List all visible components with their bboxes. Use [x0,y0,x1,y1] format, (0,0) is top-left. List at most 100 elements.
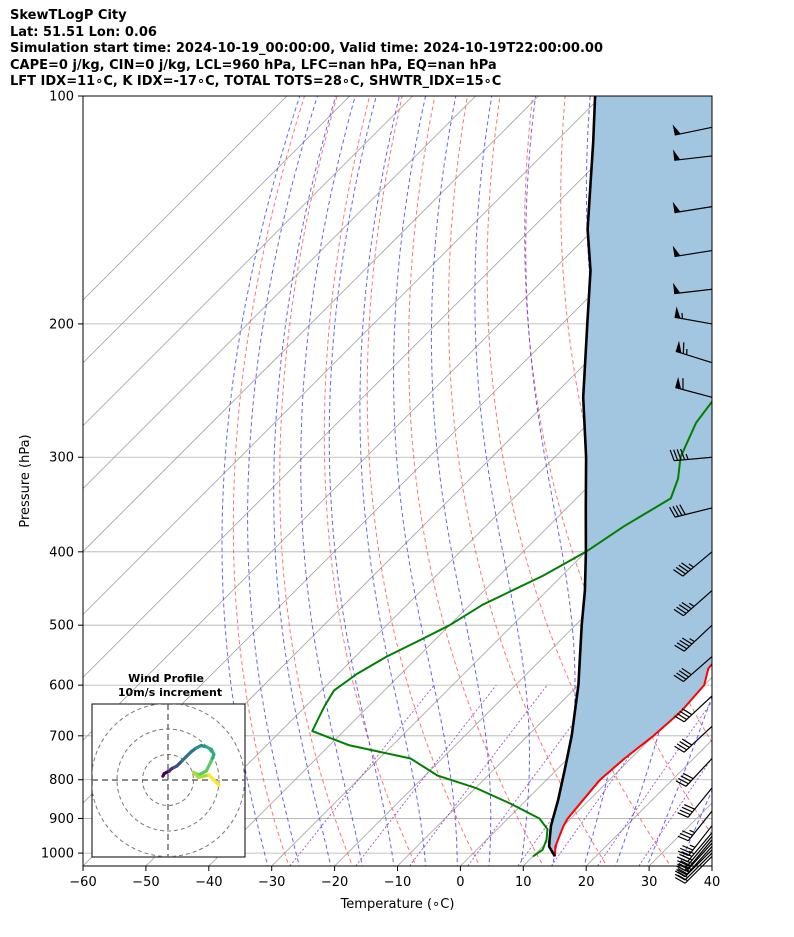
hodograph-title: Wind Profile [128,672,204,685]
wind-barb [669,504,713,518]
mixing-ratio-line [638,757,712,866]
x-tick-label: 30 [641,875,658,890]
wind-barb [672,282,713,295]
hodograph-segment [212,778,221,787]
y-tick-label: 900 [49,812,74,827]
moist-adiabat-line [359,96,427,866]
mixing-ratio-line [355,684,497,866]
temperature-profile [553,662,712,857]
x-axis-label-text: Temperature ( [340,897,433,912]
x-tick-label: 10 [515,875,532,890]
dry-adiabat-line [486,96,672,866]
title-block: SkewTLogP City Lat: 51.51 Lon: 0.06 Simu… [10,8,790,91]
wind-barb [675,376,713,398]
y-tick-label: 700 [49,729,74,744]
isotherm-line [83,96,351,364]
x-axis-label: Temperature (∘C) [340,897,455,912]
moist-adiabat-line [525,96,576,866]
y-tick-label: 500 [49,619,74,634]
moist-adiabat-line [221,96,301,866]
y-tick-label: 200 [49,317,74,332]
parcel-profile [547,96,597,858]
wind-barb [674,306,713,325]
moist-adiabat-line [474,96,530,866]
isotherm-line [711,865,712,866]
wind-barb [674,695,713,723]
x-axis-degree: ∘ [432,897,440,912]
moist-adiabat-line [430,96,492,866]
x-tick-label: 0 [456,875,464,890]
wind-barb [669,448,713,462]
wind-barb [675,340,713,364]
x-tick-label: −60 [69,875,96,890]
title-line-5: LFT IDX=11∘C, K IDX=-17∘C, TOTAL TOTS=28… [10,74,502,89]
wind-barb [672,201,713,214]
x-axis-unit: C) [440,897,454,912]
hodograph-subtitle: 10m/s increment [118,686,222,699]
wind-barb [676,832,713,863]
isotherm-line [83,96,665,678]
isotherm-line [397,550,712,866]
wind-barb [672,149,713,161]
isotherm-line [83,96,602,615]
x-tick-label: 40 [704,875,721,890]
wind-barbs [669,124,713,884]
wind-barb [672,124,713,136]
wind-barb [673,656,713,683]
wind-barb [675,758,713,787]
title-line-2: Lat: 51.51 Lon: 0.06 [10,24,157,40]
moist-adiabat-line [247,96,318,866]
x-tick-label: −20 [321,875,348,890]
isotherm-line [83,96,288,301]
dry-adiabat-line [408,96,544,866]
isotherm-line [83,96,539,553]
y-tick-label: 1000 [41,847,74,862]
x-tick-label: −50 [132,875,159,890]
moist-adiabat-line [678,789,712,866]
isotherm-line [83,96,413,427]
wind-barb [674,725,713,753]
y-tick-label: 300 [49,451,74,466]
isotherm-line [83,96,476,490]
x-tick-label: −10 [384,875,411,890]
moist-adiabat-line [300,96,363,866]
profile-layer [311,96,712,858]
mixing-ratio-line [596,700,712,866]
mixing-ratio-line [550,684,681,866]
y-tick-label: 600 [49,679,74,694]
title-line-3: Simulation start time: 2024-10-19_00:00:… [10,41,603,56]
title-line-1: SkewTLogP City [10,8,127,23]
isotherm-line [271,425,712,866]
wind-barb [673,590,713,617]
wind-barb [673,551,713,577]
wind-barb [672,245,713,258]
wind-barb [677,787,713,818]
mixing-ratio-line [289,684,435,866]
x-tick-label: −30 [258,875,285,890]
moist-adiabat-line [709,861,712,866]
hodograph-inset: Wind Profile 10m/s increment [91,672,246,858]
wind-barb [677,810,713,842]
dry-adiabat-line [523,96,712,836]
y-tick-label: 400 [49,545,74,560]
dry-adiabat-line [448,96,608,866]
dry-adiabat-line [728,96,794,869]
x-tick-label: −40 [195,875,222,890]
hodograph-segment [204,759,213,773]
x-axis-ticks: −60 −50 −40 −30 −20 −10 0 10 20 30 40 [69,866,720,890]
mixing-ratio-line [409,684,548,866]
title-line-4: CAPE=0 j/kg, CIN=0 j/kg, LCL=960 hPa, LF… [10,57,497,73]
wind-barb [677,825,713,857]
wind-barb [674,624,713,652]
isotherm-line [145,299,712,866]
moist-adiabat-line [646,694,712,866]
y-tick-label: 100 [49,90,74,105]
hodograph-plot [92,704,245,857]
dry-adiabat-line [323,96,417,866]
moist-adiabat-line [273,96,337,866]
dewpoint-profile [311,400,712,858]
y-axis-label: Pressure (hPa) [18,434,33,527]
dry-adiabat-line [279,96,354,866]
dry-adiabat-line [232,96,305,866]
